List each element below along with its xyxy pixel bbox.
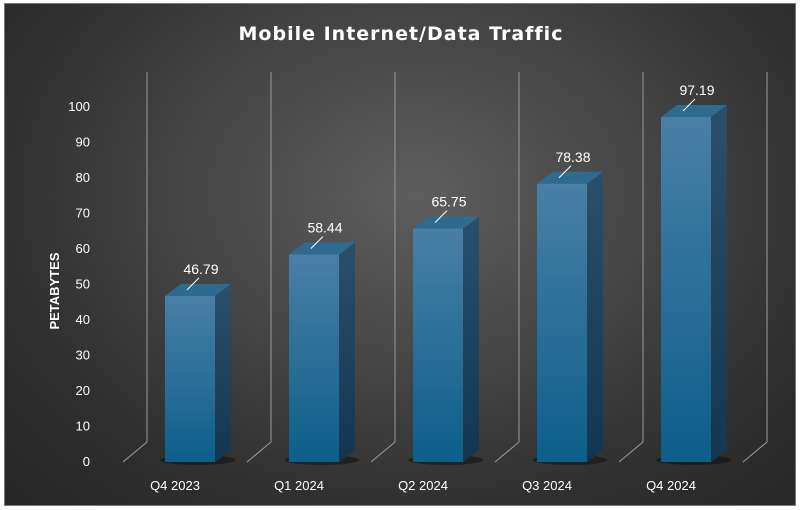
y-tick-label: 70 xyxy=(76,206,90,221)
bar-top xyxy=(165,283,231,296)
bar-top xyxy=(289,242,355,255)
y-tick-label: 80 xyxy=(76,170,90,185)
bar-front xyxy=(537,183,587,462)
bar-chart: Mobile Internet/Data Traffic PETABYTES 0… xyxy=(47,23,768,493)
bar-top xyxy=(537,171,603,184)
floor-gridline xyxy=(742,441,768,463)
bar-front xyxy=(413,228,463,462)
bar-top xyxy=(413,216,479,229)
data-label-leader xyxy=(310,236,324,249)
data-label-leader xyxy=(682,98,696,112)
y-tick-label: 40 xyxy=(76,312,90,327)
chart-frame: Mobile Internet/Data Traffic PETABYTES 0… xyxy=(4,3,796,506)
x-tick-label: Q3 2024 xyxy=(522,478,572,493)
y-tick-label: 50 xyxy=(76,277,90,292)
x-tick-label: Q4 2024 xyxy=(646,478,696,493)
floor-gridline xyxy=(370,441,396,463)
y-tick-label: 0 xyxy=(83,454,90,469)
bar-side xyxy=(215,283,231,462)
y-tick-label: 30 xyxy=(76,348,90,363)
data-label-leader xyxy=(558,165,572,179)
y-tick-label: 60 xyxy=(76,241,90,256)
bar-top xyxy=(661,104,727,117)
bar-side xyxy=(339,242,355,462)
x-tick-label: Q4 2023 xyxy=(150,478,200,493)
y-tick-label: 100 xyxy=(68,99,90,114)
y-tick-label: 10 xyxy=(76,419,90,434)
data-label: 46.79 xyxy=(183,261,218,277)
bar-front xyxy=(165,295,215,462)
bar-q3-2024: 78.38 xyxy=(532,149,608,465)
chart-walls xyxy=(122,72,768,463)
bar-side xyxy=(711,104,727,463)
floor-gridline xyxy=(618,441,644,463)
bar-side xyxy=(587,171,603,462)
data-label: 97.19 xyxy=(679,82,714,98)
bar-side xyxy=(463,216,479,462)
y-axis-label: PETABYTES xyxy=(47,252,62,329)
bar-front xyxy=(661,116,711,463)
bar-q1-2024: 58.44 xyxy=(284,220,360,465)
bar-q2-2024: 65.75 xyxy=(408,194,484,465)
floor-gridline xyxy=(494,441,520,463)
bar-q4-2024: 97.19 xyxy=(656,82,732,465)
floor-gridline xyxy=(122,441,148,463)
x-axis-ticks: Q4 2023 Q1 2024 Q2 2024 Q3 2024 Q4 2024 xyxy=(150,478,696,493)
data-label-leader xyxy=(186,277,200,291)
y-axis-ticks: 0 10 20 30 40 50 60 70 80 90 100 xyxy=(68,99,90,469)
data-label: 65.75 xyxy=(431,194,466,210)
bar-front xyxy=(289,254,339,462)
floor-gridline xyxy=(246,441,272,463)
x-tick-label: Q1 2024 xyxy=(274,478,324,493)
y-tick-label: 20 xyxy=(76,383,90,398)
bars: 46.79 58.44 65.75 78.38 97.19 xyxy=(160,82,732,465)
data-label: 58.44 xyxy=(307,220,342,236)
bar-q4-2023: 46.79 xyxy=(160,261,236,465)
chart-title: Mobile Internet/Data Traffic xyxy=(239,23,564,45)
y-tick-label: 90 xyxy=(76,135,90,150)
data-label-leader xyxy=(434,210,448,223)
x-tick-label: Q2 2024 xyxy=(398,478,448,493)
data-label: 78.38 xyxy=(555,149,590,165)
